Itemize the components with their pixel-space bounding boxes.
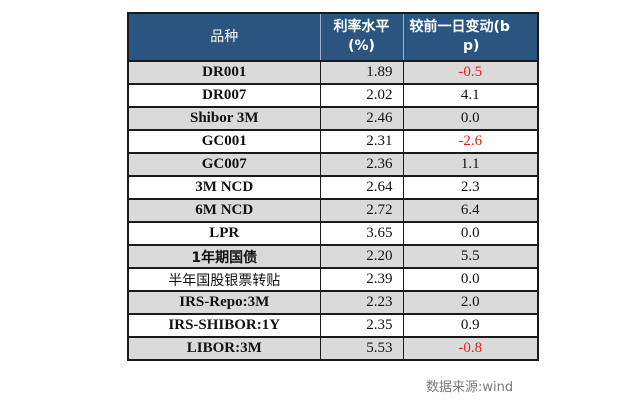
table-row: LIBOR:3M 5.53 -0.8 [128, 336, 538, 360]
rate-value: 1.89 [319, 60, 403, 84]
rate-value: 2.72 [319, 198, 403, 222]
change-value: -0.8 [402, 336, 538, 360]
instrument-name: 1年期国债 [128, 244, 320, 268]
interest-rate-table: 品种 利率水平 (%) 较前一日变动(b p) DR001 1.89 -0.5 DR0… [127, 12, 539, 361]
table-row: 1年期国债 2.20 5.5 [128, 244, 538, 268]
instrument-name: 3M NCD [128, 175, 320, 199]
table-row: GC007 2.36 1.1 [128, 152, 538, 176]
table-header-row: 品种 利率水平 (%) 较前一日变动(b p) [128, 13, 538, 62]
rate-value: 2.36 [319, 152, 403, 176]
table-row: Shibor 3M 2.46 0.0 [128, 106, 538, 130]
instrument-name: GC001 [128, 129, 320, 153]
instrument-name: IRS-SHIBOR:1Y [128, 313, 320, 337]
instrument-name: GC007 [128, 152, 320, 176]
rate-value: 2.46 [319, 106, 403, 130]
instrument-name: Shibor 3M [128, 106, 320, 130]
instrument-name: IRS-Repo:3M [128, 290, 320, 314]
change-value: 0.0 [402, 106, 538, 130]
rate-value: 2.02 [319, 83, 403, 107]
table-row: 3M NCD 2.64 2.3 [128, 175, 538, 199]
table-row: DR007 2.02 4.1 [128, 83, 538, 107]
instrument-name: 6M NCD [128, 198, 320, 222]
instrument-name: 半年国股银票转贴 [128, 267, 320, 291]
instrument-name: DR001 [128, 60, 320, 84]
header-rate-line2: (%) [348, 38, 375, 54]
table-row: LPR 3.65 0.0 [128, 221, 538, 245]
table-row: IRS-SHIBOR:1Y 2.35 0.9 [128, 313, 538, 337]
rate-value: 3.65 [319, 221, 403, 245]
table-row: IRS-Repo:3M 2.23 2.0 [128, 290, 538, 314]
rate-value: 2.64 [319, 175, 403, 199]
change-value: 4.1 [402, 83, 538, 107]
instrument-name: LPR [128, 221, 320, 245]
change-value: -0.5 [402, 60, 538, 84]
change-value: 6.4 [402, 198, 538, 222]
header-change: 较前一日变动(b p) [402, 13, 538, 62]
rate-value: 2.39 [319, 267, 403, 291]
header-change-line2: p) [463, 38, 480, 54]
table-row: 半年国股银票转贴 2.39 0.0 [128, 267, 538, 291]
instrument-name: DR007 [128, 83, 320, 107]
rate-value: 2.23 [319, 290, 403, 314]
change-value: 2.3 [402, 175, 538, 199]
change-value: 0.9 [402, 313, 538, 337]
change-value: 0.0 [402, 221, 538, 245]
header-rate-line1: 利率水平 [333, 19, 390, 35]
table-body: DR001 1.89 -0.5 DR007 2.02 4.1 Shibor 3M 2.46 0.… [128, 60, 538, 360]
table-row: GC001 2.31 -2.6 [128, 129, 538, 153]
change-value: 5.5 [402, 244, 538, 268]
rate-value: 2.20 [319, 244, 403, 268]
change-value: 0.0 [402, 267, 538, 291]
header-change-line1: 较前一日变动(b [409, 19, 510, 35]
header-rate: 利率水平 (%) [319, 13, 403, 62]
rate-value: 2.35 [319, 313, 403, 337]
table-row: 6M NCD 2.72 6.4 [128, 198, 538, 222]
table-row: DR001 1.89 -0.5 [128, 60, 538, 84]
instrument-name: LIBOR:3M [128, 336, 320, 360]
rate-value: 2.31 [319, 129, 403, 153]
change-value: 2.0 [402, 290, 538, 314]
change-value: 1.1 [402, 152, 538, 176]
source-note: 数据来源:wind [426, 380, 514, 395]
change-value: -2.6 [402, 129, 538, 153]
header-name: 品种 [128, 13, 320, 62]
rate-value: 5.53 [319, 336, 403, 360]
